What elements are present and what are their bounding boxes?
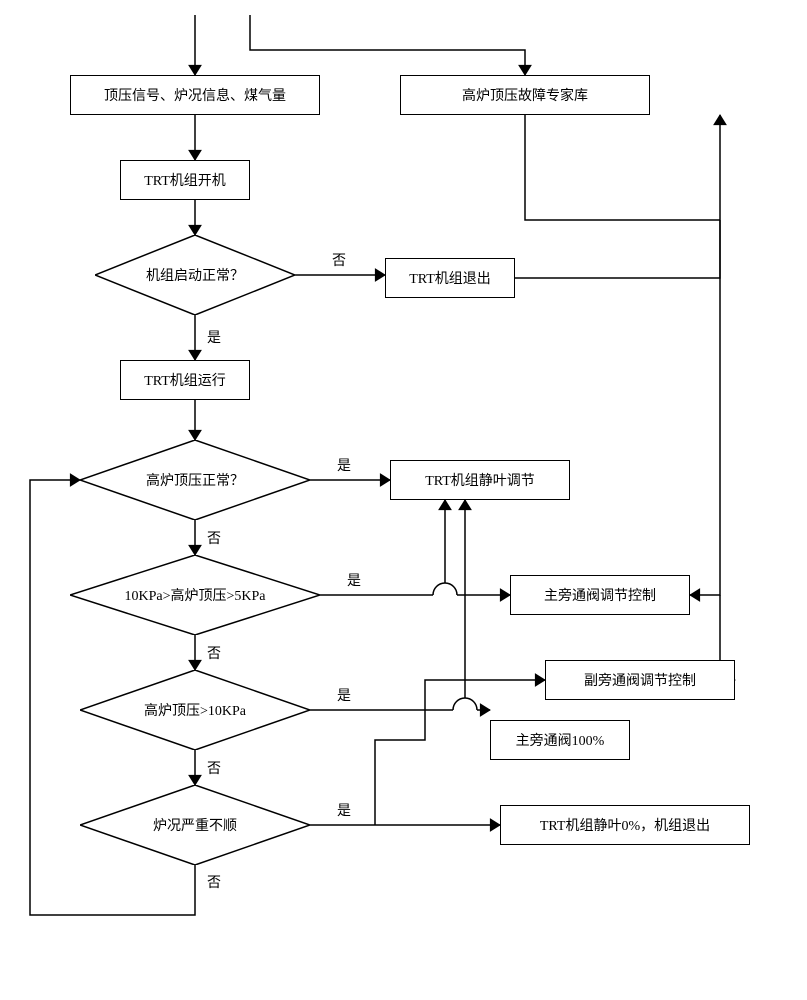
node-d_gt10: 高炉顶压>10KPa <box>80 670 310 750</box>
node-trt_start: TRT机组开机 <box>120 160 250 200</box>
node-d_startup: 机组启动正常？ <box>95 235 295 315</box>
node-trt_exit: TRT机组退出 <box>385 258 515 298</box>
node-stator0_exit: TRT机组静叶0%，机组退出 <box>500 805 750 845</box>
edgelabel-d5_10_no: 否 <box>205 643 223 663</box>
node-main_100: 主旁通阀100% <box>490 720 630 760</box>
edgelabel-gt10_no: 否 <box>205 758 223 778</box>
edgelabel-gt10_yes: 是 <box>335 685 353 705</box>
node-main_bypass: 主旁通阀调节控制 <box>510 575 690 615</box>
edgelabel-startup_yes: 是 <box>205 327 223 347</box>
node-sub_bypass: 副旁通阀调节控制 <box>545 660 735 700</box>
node-d_severe: 炉况严重不顺 <box>80 785 310 865</box>
flowchart-canvas: 顶压信号、炉况信息、煤气量 高炉顶压故障专家库 TRT机组开机机组启动正常？ TRT机… <box>0 0 807 1000</box>
node-expert: 高炉顶压故障专家库 <box>400 75 650 115</box>
node-trt_run: TRT机组运行 <box>120 360 250 400</box>
node-stator_adj: TRT机组静叶调节 <box>390 460 570 500</box>
edgelabel-severe_yes: 是 <box>335 800 353 820</box>
edgelabel-d5_10_yes: 是 <box>345 570 363 590</box>
node-d_topnormal: 高炉顶压正常？ <box>80 440 310 520</box>
edgelabel-severe_no: 否 <box>205 872 223 892</box>
edgelabel-startup_no: 否 <box>330 250 348 270</box>
node-d_5_10: 10KPa>高炉顶压>5KPa <box>70 555 320 635</box>
edgelabel-topnormal_yes: 是 <box>335 455 353 475</box>
edgelabel-topnormal_no: 否 <box>205 528 223 548</box>
node-inputs: 顶压信号、炉况信息、煤气量 <box>70 75 320 115</box>
